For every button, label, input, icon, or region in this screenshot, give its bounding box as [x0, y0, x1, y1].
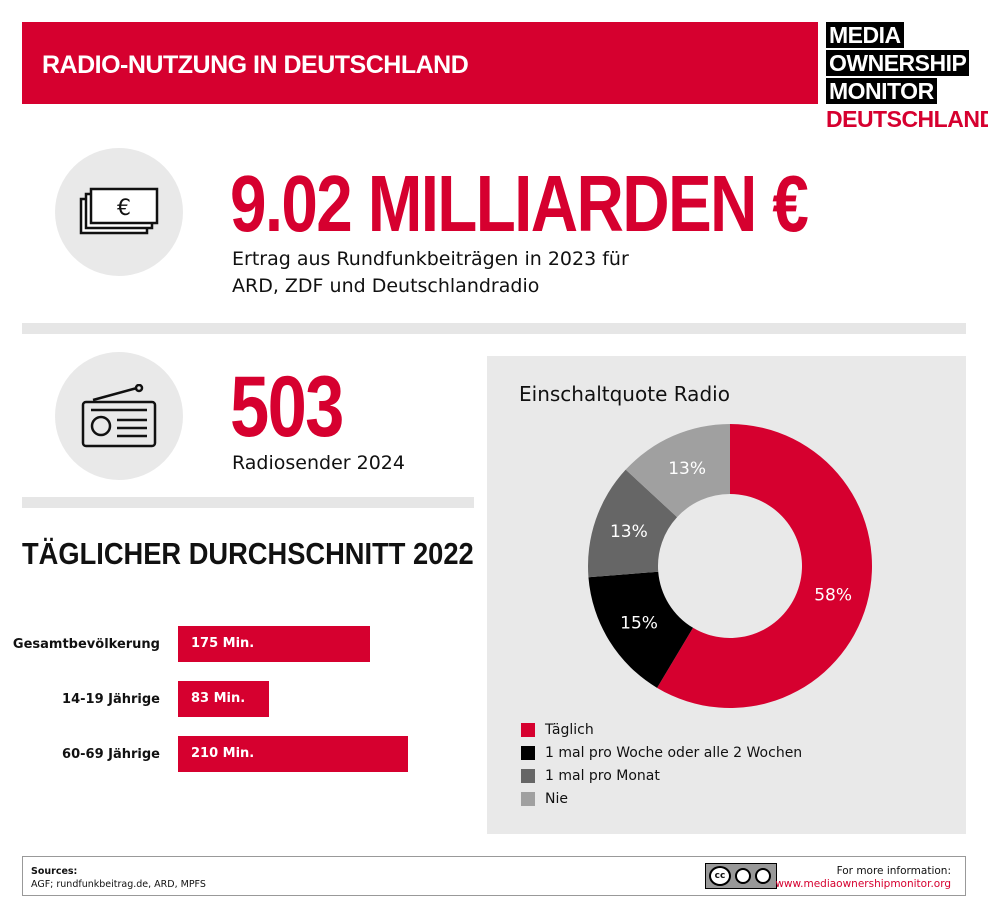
- donut-panel: Einschaltquote Radio 58% 15% 13% 13% Täglic…: [487, 356, 966, 834]
- logo-line: MEDIA: [826, 22, 904, 48]
- attribution-icon: [735, 868, 751, 884]
- donut-slice: [657, 424, 872, 708]
- footer: Sources: AGF; rundfunkbeitrag.de, ARD, M…: [22, 856, 966, 896]
- cc-icon: cc: [709, 866, 731, 886]
- sources-text: AGF; rundfunkbeitrag.de, ARD, MPFS: [31, 879, 206, 890]
- bar-row: Gesamtbevölkerung 175 Min.: [10, 626, 370, 662]
- divider: [22, 497, 474, 508]
- bar: 210 Min.: [178, 736, 409, 772]
- donut-slice-label: 58%: [814, 586, 852, 606]
- cc-license-badge[interactable]: cc: [705, 863, 777, 889]
- station-count: 503: [230, 359, 344, 455]
- legend-swatch: [521, 723, 535, 737]
- legend: Täglich 1 mal pro Woche oder alle 2 Woche…: [521, 722, 802, 814]
- logo-line: MONITOR: [826, 78, 937, 104]
- donut-slice-label: 13%: [668, 459, 706, 479]
- revenue-value: 9.02 MILLIARDEN €: [230, 159, 809, 248]
- money-icon-circle: €: [55, 148, 183, 276]
- bar-category-label: 14-19 Jährige: [62, 691, 160, 707]
- legend-label: Nie: [545, 791, 568, 807]
- legend-label: 1 mal pro Woche oder alle 2 Wochen: [545, 745, 803, 761]
- sources-label: Sources:: [31, 866, 78, 877]
- legend-swatch: [521, 746, 535, 760]
- donut-slice: [588, 571, 694, 688]
- divider: [22, 323, 966, 334]
- share-alike-icon: [755, 868, 771, 884]
- bar-row: 60-69 Jährige 210 Min.: [10, 736, 409, 772]
- donut-slice: [625, 424, 730, 518]
- donut-slice-label: 15%: [620, 613, 658, 633]
- logo-line: DEUTSCHLAND: [826, 106, 988, 132]
- website-link[interactable]: www.mediaownershipmonitor.org: [775, 878, 951, 890]
- legend-item: 1 mal pro Monat: [521, 768, 802, 784]
- radio-icon: [81, 384, 157, 448]
- station-caption: Radiosender 2024: [232, 452, 405, 474]
- legend-label: Täglich: [545, 722, 594, 738]
- bar: 83 Min.: [178, 681, 270, 717]
- bar-category-label: Gesamtbevölkerung: [12, 636, 160, 652]
- donut-slice: [588, 469, 678, 578]
- logo-line: OWNERSHIP: [826, 50, 970, 76]
- radio-icon-circle: [55, 352, 183, 480]
- donut-chart: 58% 15% 13% 13%: [588, 424, 872, 708]
- bar-row: 14-19 Jährige 83 Min.: [10, 681, 270, 717]
- money-icon: €: [79, 187, 159, 235]
- svg-text:€: €: [117, 196, 131, 221]
- title-banner: RADIO-NUTZUNG IN DEUTSCHLAND: [22, 22, 818, 104]
- donut-slice-label: 13%: [610, 522, 648, 542]
- revenue-caption: Ertrag aus Rundfunkbeiträgen in 2023 für…: [232, 246, 629, 300]
- bar: 175 Min.: [178, 626, 370, 662]
- legend-label: 1 mal pro Monat: [545, 768, 660, 784]
- bar-chart-title: TÄGLICHER DURCHSCHNITT 2022: [22, 536, 474, 571]
- caption-line: ARD, ZDF und Deutschlandradio: [232, 275, 540, 297]
- donut-title: Einschaltquote Radio: [519, 382, 730, 406]
- legend-item: Nie: [521, 791, 802, 807]
- caption-line: Ertrag aus Rundfunkbeiträgen in 2023 für: [232, 248, 629, 270]
- page-title: RADIO-NUTZUNG IN DEUTSCHLAND: [42, 51, 469, 79]
- more-info-label: For more information:: [836, 865, 951, 877]
- legend-swatch: [521, 769, 535, 783]
- legend-item: 1 mal pro Woche oder alle 2 Wochen: [521, 745, 802, 761]
- legend-swatch: [521, 792, 535, 806]
- logo: MEDIA OWNERSHIP MONITOR DEUTSCHLAND: [826, 22, 988, 134]
- bar-category-label: 60-69 Jährige: [62, 746, 160, 762]
- legend-item: Täglich: [521, 722, 802, 738]
